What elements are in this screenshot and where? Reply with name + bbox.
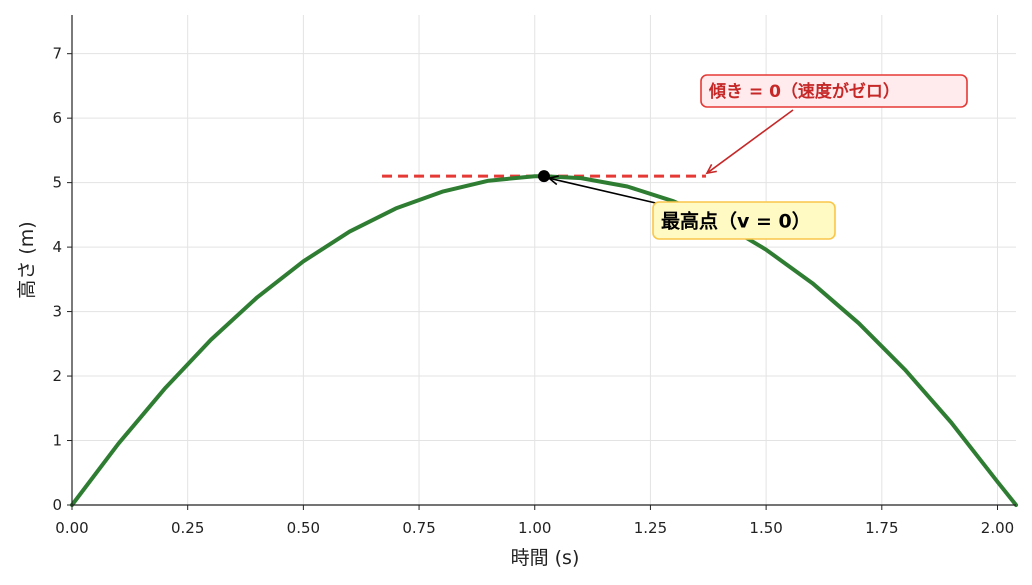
series-layer	[70, 170, 1018, 507]
y-tick-label: 6	[52, 109, 62, 127]
annotation-box	[652, 201, 836, 240]
y-tick-label: 2	[52, 367, 62, 385]
y-axis-label: 高さ (m)	[16, 221, 38, 298]
x-tick-label: 1.50	[749, 519, 782, 537]
y-tick-label: 3	[52, 303, 62, 321]
annotation-text: 最高点（v = 0）	[661, 209, 811, 232]
annotation-arrowhead	[705, 163, 717, 175]
ticks: 0.00 0.25 0.50 0.75 1.00 1.25 1.50 1.75 2.00 0 1 2 3…	[52, 45, 1014, 537]
annotations: 最高点（v = 0） 傾き = 0（速度がゼロ）	[547, 74, 968, 240]
y-tick-label: 1	[52, 432, 62, 450]
x-tick-label: 0.25	[171, 519, 204, 537]
x-tick-label: 1.25	[634, 519, 667, 537]
x-tick-label: 0.50	[287, 519, 320, 537]
annotation-arrow	[548, 177, 661, 205]
slope-annotation: 傾き = 0（速度がゼロ）	[700, 74, 968, 175]
x-tick-label: 0.00	[55, 519, 88, 537]
y-tick-label: 5	[52, 174, 62, 192]
x-tick-label: 1.75	[865, 519, 898, 537]
peak-point	[538, 170, 550, 183]
x-tick-label: 1.00	[518, 519, 551, 537]
axes	[71, 15, 1016, 506]
annotation-text: 傾き = 0（速度がゼロ）	[708, 81, 900, 102]
x-axis-label: 時間 (s)	[511, 547, 580, 569]
annotation-arrow	[706, 109, 794, 174]
annotation-arrowhead	[547, 175, 559, 186]
x-tick-label: 0.75	[402, 519, 435, 537]
peak-annotation: 最高点（v = 0）	[547, 175, 836, 240]
series-line	[70, 174, 1018, 507]
y-tick-label: 0	[52, 496, 62, 514]
y-tick-label: 4	[52, 238, 62, 256]
annotation-box	[700, 74, 968, 108]
x-tick-label: 2.00	[981, 519, 1014, 537]
y-tick-label: 7	[52, 45, 62, 63]
